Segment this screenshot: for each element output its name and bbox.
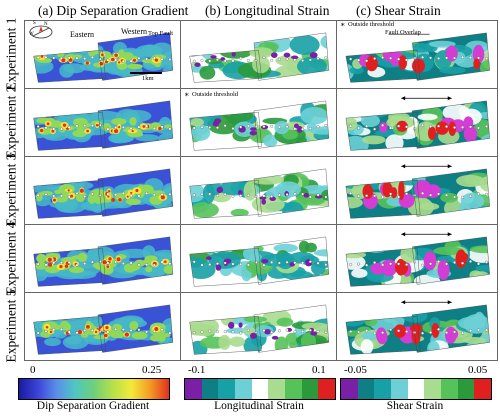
fault-surface-map (33, 168, 174, 219)
fault-surface-map (189, 32, 330, 83)
colorbar-min-label: 0 (30, 364, 36, 376)
panel-long-experiment-4 (182, 225, 335, 291)
fault-surface-map (345, 164, 490, 219)
outside-threshold-asterisk-c: ∗ (340, 20, 346, 29)
panel-long-experiment-5 (182, 293, 335, 359)
colorbar-segment (318, 379, 336, 399)
colorbar-segment (201, 379, 219, 399)
row-separator (24, 156, 498, 157)
colorbar-segment (341, 379, 359, 399)
row-label-text: Experiment 5 (4, 289, 20, 363)
panel-dip-experiment-1 (26, 21, 179, 87)
fault-surface-map (189, 236, 330, 287)
colorbar-segment (251, 379, 269, 399)
panel-dip-experiment-5 (26, 293, 179, 359)
panel-shear-experiment-4 (338, 225, 496, 291)
row-label-text: Experiment 2 (4, 85, 20, 159)
colorbar-max-label: 0.1 (312, 364, 326, 376)
row-separator (24, 88, 498, 89)
panel-shear-experiment-2 (338, 89, 496, 155)
row-label-text: Experiment 1 (4, 17, 20, 91)
colorbar-segment (218, 379, 236, 399)
fault-surface-map (345, 96, 490, 151)
outside-threshold-label-b: Outside threshold (192, 91, 239, 98)
western-label: Western (121, 27, 148, 36)
eastern-label: Eastern (70, 30, 94, 39)
fault-surface-map (189, 100, 330, 151)
outside-threshold-asterisk-b: ∗ (184, 90, 190, 99)
colorbar-segment (268, 379, 286, 399)
panel-long-experiment-2 (182, 89, 335, 155)
panel-dip-experiment-2 (26, 89, 179, 155)
panel-shear-experiment-3 (338, 157, 496, 223)
row-separator (24, 292, 498, 293)
panel-shear-experiment-5 (338, 293, 496, 359)
row-label-experiment-3: Experiment 3 (0, 153, 24, 227)
colorbar-segment (457, 379, 475, 399)
panel-dip-experiment-4 (26, 225, 179, 291)
colorbar-segment (374, 379, 392, 399)
row-separator (24, 224, 498, 225)
colorbar-segment (424, 379, 442, 399)
grid-left-line (24, 20, 25, 360)
colorbar-segment (285, 379, 303, 399)
colorbar-segment (185, 379, 203, 399)
colorbar-segment (391, 379, 409, 399)
colorbar-max-label: 0.05 (468, 364, 488, 376)
fault-surface-map (33, 236, 174, 287)
grid-divider-1 (180, 20, 181, 360)
colorbar (184, 378, 336, 400)
fault-surface-map (33, 100, 174, 151)
fault-surface-map (345, 300, 490, 355)
colorbar-segment (301, 379, 319, 399)
colorbar-segment (357, 379, 375, 399)
top-fault-label: Top Fault (148, 30, 174, 37)
colorbar-segment (441, 379, 459, 399)
row-label-experiment-2: Experiment 2 (0, 85, 24, 159)
fault-surface-map (33, 304, 174, 355)
colorbar-segment (235, 379, 253, 399)
colorbar-title: Longitudinal Strain (214, 400, 304, 412)
grid-bottom-line (24, 360, 498, 361)
colorbar-segment (407, 379, 425, 399)
column-header-longitudinal-strain: (b) Longitudinal Strain (205, 3, 330, 18)
compass-icon (28, 22, 54, 42)
compass-w-label: W (29, 32, 34, 37)
scale-bar-label: 1km (142, 75, 154, 82)
row-label-experiment-4: Experiment 4 (0, 221, 24, 295)
colorbar-min-label: -0.1 (188, 364, 206, 376)
fault-surface-map (189, 168, 330, 219)
row-label-text: Experiment 4 (4, 221, 20, 295)
column-header-shear-strain: (c) Shear Strain (356, 3, 441, 18)
fault-surface-map (345, 32, 490, 83)
fault-surface-map (33, 32, 174, 83)
colorbar-title: Shear Strain (386, 400, 444, 412)
row-label-experiment-5: Experiment 5 (0, 289, 24, 363)
panel-long-experiment-3 (182, 157, 335, 223)
grid-divider-2 (336, 20, 337, 360)
compass-n-label: N (44, 22, 48, 27)
outside-threshold-label-c: Outside threshold (348, 21, 395, 28)
fault-surface-map (189, 304, 330, 355)
grid-top-line (24, 20, 498, 21)
colorbar (340, 378, 492, 400)
column-header-dip-separation-gradient: (a) Dip Separation Gradient (38, 3, 189, 18)
panel-long-experiment-1 (182, 21, 335, 87)
scale-bar (130, 72, 162, 74)
colorbar-min-label: -0.05 (344, 364, 367, 376)
compass-s-label: S (33, 21, 36, 26)
panel-shear-experiment-1 (338, 21, 496, 87)
colorbar-title: Dip Separation Gradient (36, 400, 150, 412)
colorbar-max-label: 0.25 (142, 364, 162, 376)
panel-dip-experiment-3 (26, 157, 179, 223)
fault-overlap-label: Fault Overlap (385, 29, 421, 36)
fault-surface-map (345, 232, 490, 287)
colorbar-segment (474, 379, 492, 399)
grid-right-line (497, 20, 498, 360)
colorbar (18, 378, 170, 400)
row-label-experiment-1: Experiment 1 (0, 17, 24, 91)
row-label-text: Experiment 3 (4, 153, 20, 227)
